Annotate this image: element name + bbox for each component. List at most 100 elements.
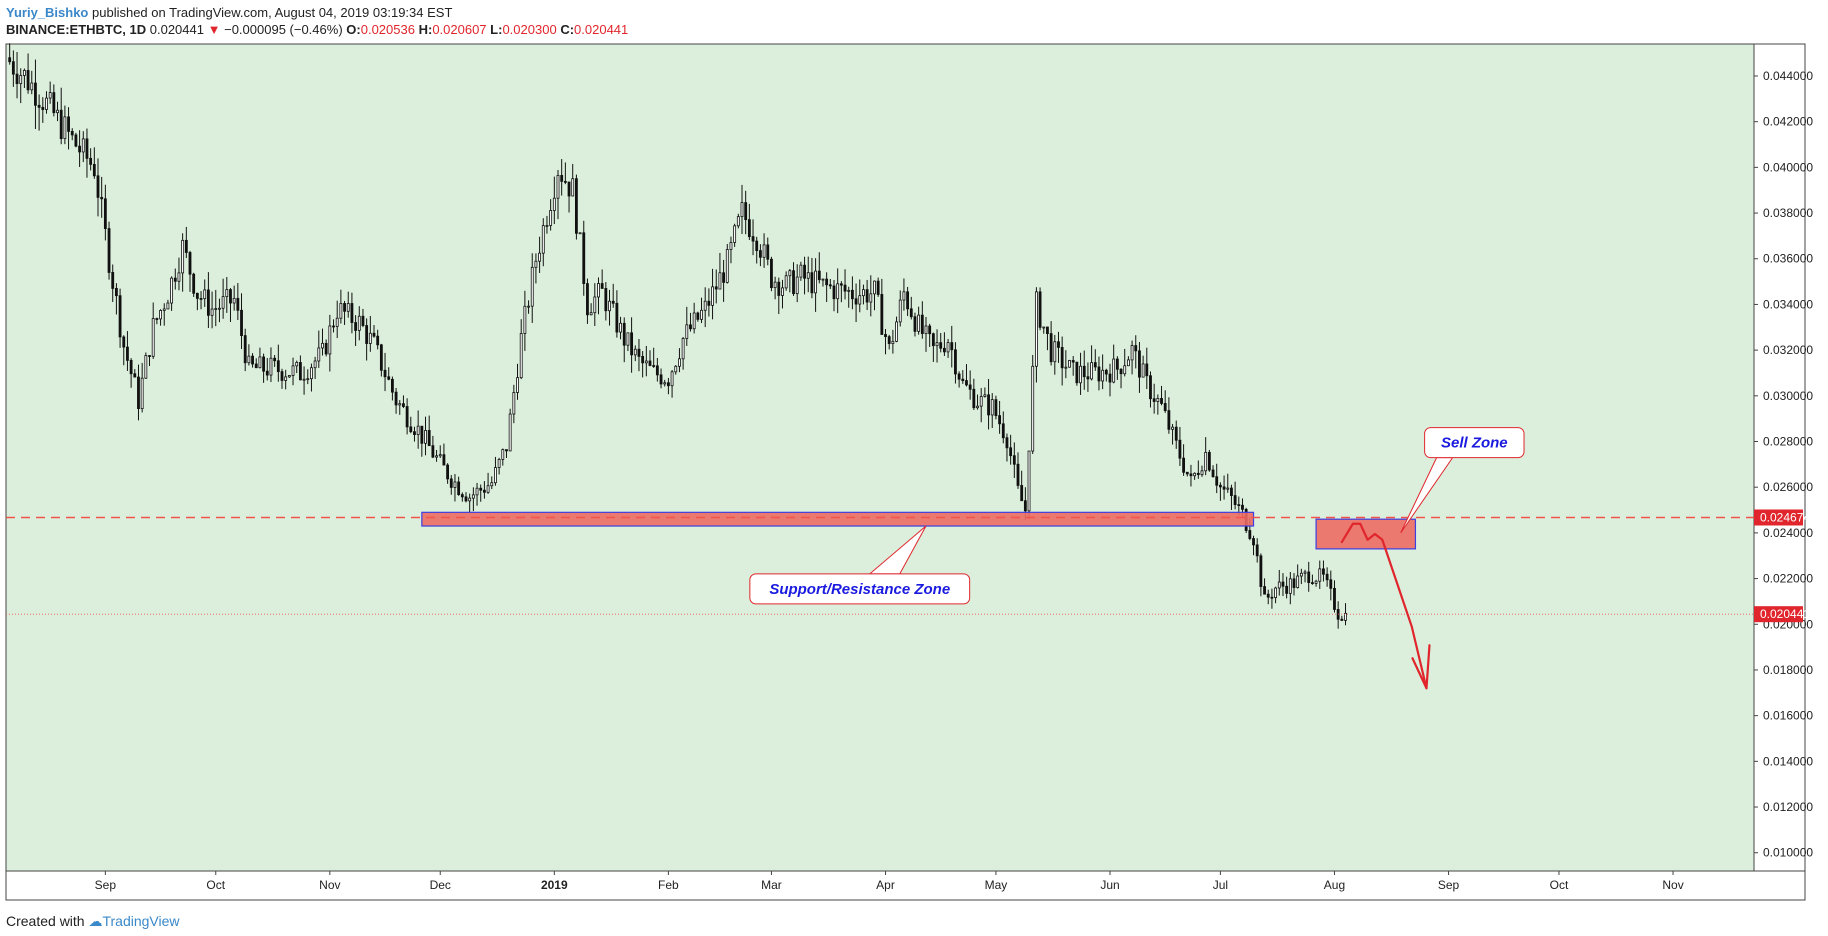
candle-body bbox=[965, 380, 968, 386]
candle bbox=[284, 369, 288, 390]
candle bbox=[633, 345, 637, 362]
candle-body bbox=[1322, 568, 1325, 575]
candle bbox=[195, 292, 199, 311]
candle bbox=[52, 84, 56, 117]
candle-body bbox=[258, 356, 262, 369]
candle-body bbox=[1259, 555, 1263, 587]
x-tick-label: Dec bbox=[430, 878, 451, 892]
candle-body bbox=[468, 497, 472, 502]
candle bbox=[600, 269, 604, 289]
candle-body bbox=[703, 300, 707, 311]
candle bbox=[817, 252, 821, 284]
candle bbox=[700, 297, 703, 324]
candle bbox=[887, 334, 891, 350]
candle-body bbox=[678, 358, 681, 367]
candle-body bbox=[372, 332, 376, 337]
candle bbox=[641, 351, 645, 378]
candle-body bbox=[195, 292, 199, 299]
candle-body bbox=[1001, 423, 1005, 439]
candle-body bbox=[968, 384, 972, 390]
candle bbox=[736, 213, 740, 229]
candle bbox=[1274, 586, 1278, 604]
forecast-arrow-icon bbox=[1411, 644, 1431, 690]
candle bbox=[310, 363, 313, 392]
candle bbox=[655, 357, 659, 382]
candle bbox=[987, 379, 990, 430]
candle-body bbox=[1141, 363, 1145, 378]
candle bbox=[593, 283, 597, 327]
candle-body bbox=[611, 300, 615, 304]
candle bbox=[799, 261, 803, 281]
candle-body bbox=[1255, 544, 1259, 557]
candle bbox=[81, 131, 85, 163]
candle-body bbox=[1156, 398, 1160, 402]
candle bbox=[251, 353, 254, 368]
candle bbox=[1031, 354, 1035, 455]
candle-body bbox=[1112, 358, 1116, 383]
candle bbox=[979, 388, 983, 423]
candle bbox=[1115, 356, 1119, 380]
candle-body bbox=[622, 322, 626, 346]
candle-body bbox=[1237, 504, 1241, 506]
candle-body bbox=[155, 318, 159, 320]
candle-body bbox=[376, 335, 380, 346]
candle-body bbox=[512, 392, 516, 415]
candle-body bbox=[387, 376, 391, 380]
candle bbox=[766, 237, 770, 266]
candle bbox=[626, 332, 630, 352]
candle bbox=[744, 190, 748, 235]
candle bbox=[1182, 444, 1186, 476]
candle bbox=[961, 370, 965, 384]
candle bbox=[1064, 350, 1068, 379]
candle-body bbox=[243, 335, 247, 364]
candle bbox=[729, 236, 733, 264]
candle bbox=[560, 159, 564, 196]
candle-body bbox=[420, 425, 424, 444]
y-tick-label: 0.016000 bbox=[1763, 709, 1813, 723]
candle-body bbox=[983, 394, 987, 397]
candle bbox=[383, 352, 387, 392]
candle bbox=[126, 331, 129, 371]
candle-body bbox=[707, 300, 711, 306]
candle bbox=[306, 369, 310, 385]
candle bbox=[1299, 568, 1303, 585]
candle-body bbox=[928, 325, 932, 335]
candle-body bbox=[214, 308, 218, 311]
candle-body bbox=[858, 295, 862, 305]
candle bbox=[928, 323, 932, 347]
candle-body bbox=[508, 413, 512, 452]
candle bbox=[847, 286, 851, 308]
y-tick-label: 0.026000 bbox=[1763, 480, 1813, 494]
candle-body bbox=[457, 481, 461, 496]
candle-body bbox=[1046, 326, 1049, 335]
y-tick-label: 0.028000 bbox=[1763, 435, 1813, 449]
candle bbox=[287, 374, 291, 378]
tradingview-brand[interactable]: TradingView bbox=[102, 913, 180, 929]
candle bbox=[869, 275, 873, 317]
candle-body bbox=[192, 273, 196, 294]
candle bbox=[1266, 589, 1270, 605]
candle bbox=[446, 463, 450, 484]
candle bbox=[11, 50, 15, 87]
author-link[interactable]: Yuriy_Bishko bbox=[6, 5, 89, 20]
candle-body bbox=[1034, 291, 1038, 367]
candle bbox=[666, 377, 670, 395]
candle bbox=[622, 317, 626, 363]
candle-body bbox=[597, 283, 600, 298]
candle-body bbox=[714, 286, 718, 290]
candle bbox=[1196, 460, 1200, 479]
candle bbox=[155, 317, 159, 325]
candle bbox=[678, 348, 681, 373]
candle bbox=[670, 369, 674, 398]
candle bbox=[1049, 321, 1053, 366]
candle bbox=[939, 333, 943, 353]
candle-body bbox=[199, 298, 203, 300]
candle-body bbox=[1082, 365, 1086, 378]
candle-body bbox=[394, 391, 398, 406]
tradingview-logo-icon[interactable]: ☁ bbox=[88, 913, 103, 929]
candle-body bbox=[736, 216, 740, 227]
price-chart[interactable]: 0.010000 0.012000 0.014000 0.016000 0.018000… bbox=[0, 40, 1828, 906]
candle-body bbox=[1207, 452, 1211, 471]
candle bbox=[854, 283, 858, 323]
candle-body bbox=[361, 315, 365, 326]
